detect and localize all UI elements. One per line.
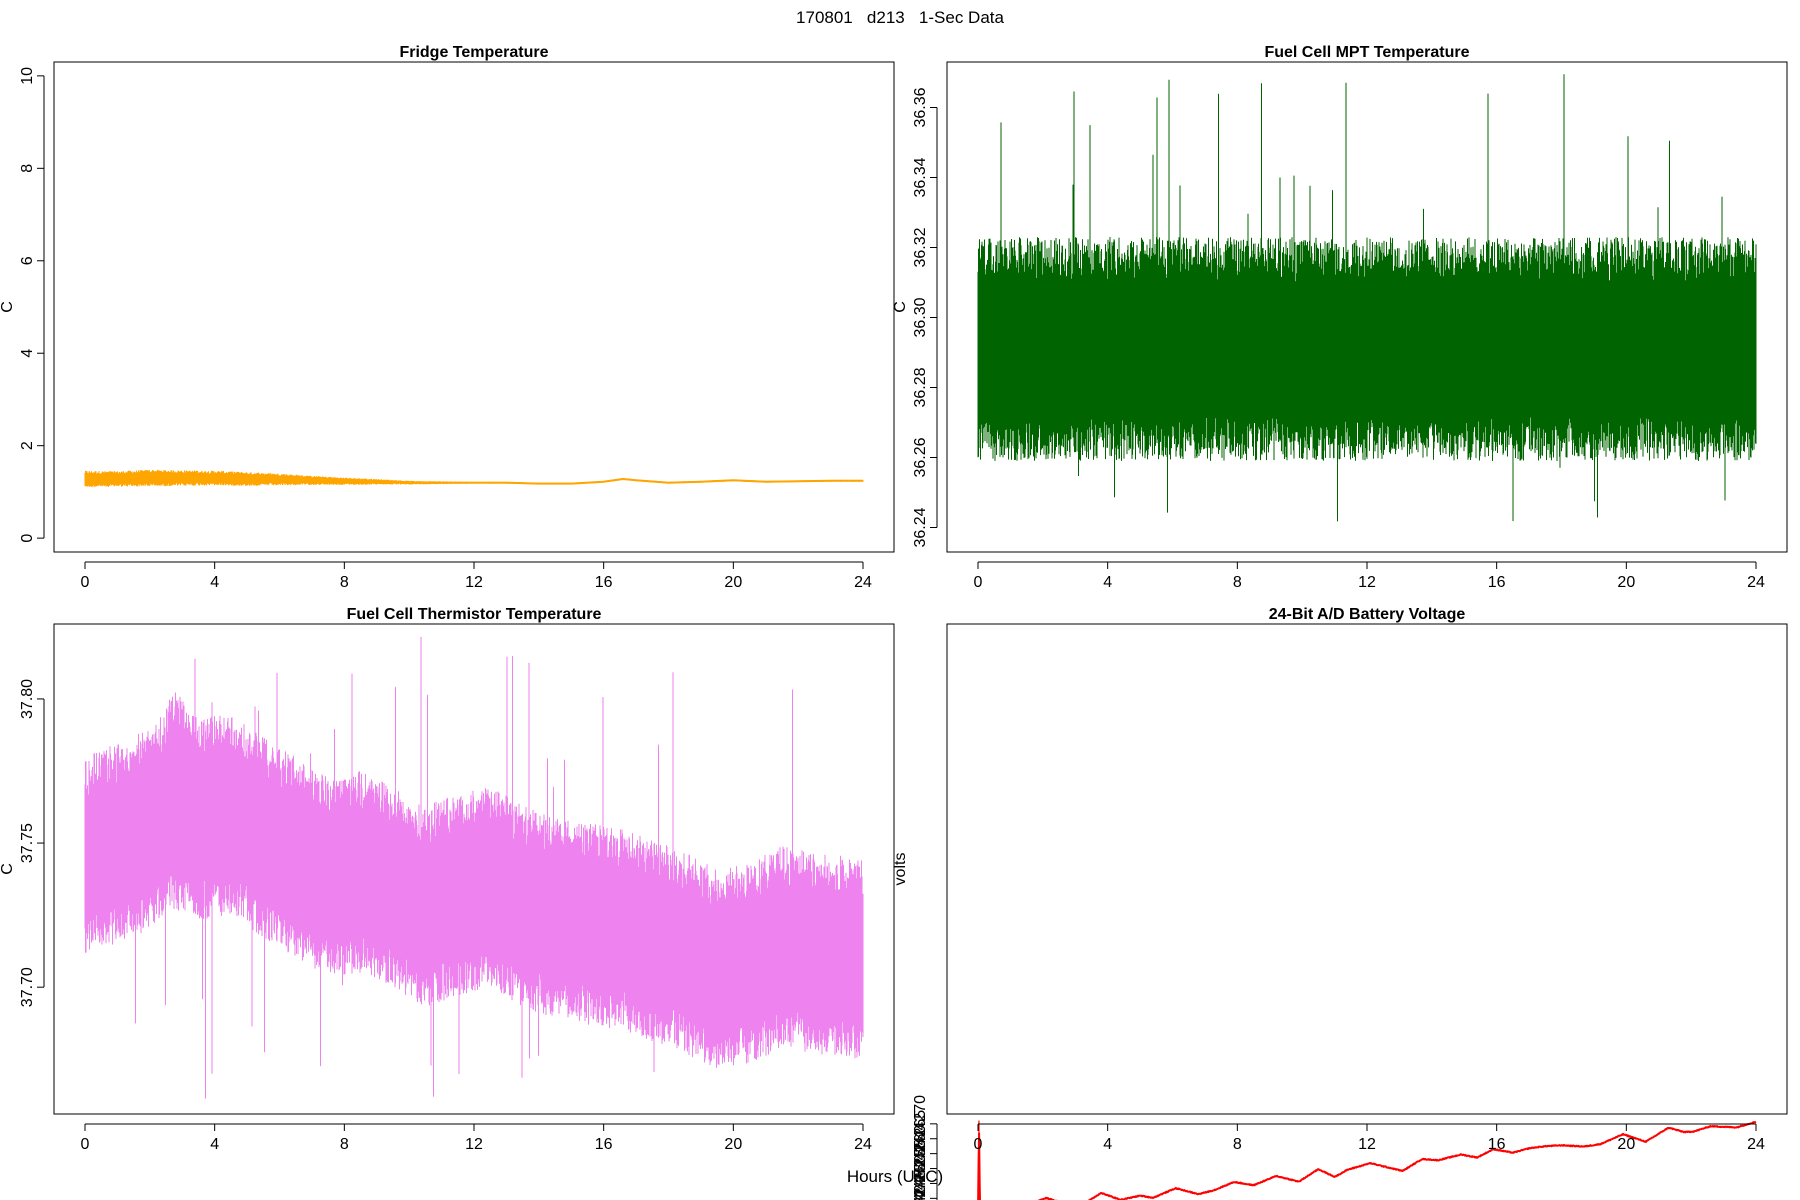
y-tick-label: 4: [19, 349, 36, 358]
x-tick-label: 12: [1358, 1136, 1376, 1153]
series-line: [84, 636, 864, 1099]
x-tick-label: 8: [340, 1136, 349, 1153]
chart-title: Fridge Temperature: [399, 44, 548, 61]
x-tick-label: 0: [974, 574, 983, 591]
x-tick-label: 0: [81, 574, 90, 591]
y-axis-label: C: [0, 301, 16, 313]
series-band: [84, 636, 864, 1099]
x-tick-label: 20: [724, 1136, 742, 1153]
x-tick-label: 12: [465, 1136, 483, 1153]
x-axis: 0 4 8 12 16 20 24: [81, 561, 872, 591]
y-axis: 36.24 36.26 36.28 36.30 36.32 36.34 36.36: [912, 87, 938, 548]
y-tick-label: 2.44255: [912, 1140, 929, 1198]
x-tick-label: 4: [1103, 574, 1112, 591]
y-tick-label: 8: [19, 164, 36, 173]
y-tick-label: 36.36: [912, 87, 929, 127]
x-tick-label: 8: [1233, 574, 1242, 591]
x-tick-label: 4: [210, 574, 219, 591]
plot-frame: [946, 623, 1788, 1115]
y-tick-label: 2.44245: [912, 1169, 929, 1200]
x-tick-label: 24: [1747, 574, 1765, 591]
x-axis: 0 4 8 12 16 20 24: [974, 1123, 1765, 1153]
page-title: 170801 d213 1-Sec Data: [796, 8, 1004, 27]
y-tick-label: 37.75: [19, 823, 36, 863]
x-tick-label: 20: [1617, 1136, 1635, 1153]
x-tick-label: 8: [340, 574, 349, 591]
y-axis: 2.442402.442452.442502.442552.442602.442…: [912, 1095, 938, 1200]
plot-frame: [53, 623, 895, 1115]
series-line: [84, 469, 864, 488]
x-tick-label: 8: [1233, 1136, 1242, 1153]
y-tick-label: 36.26: [912, 437, 929, 477]
y-tick-label: 36.28: [912, 367, 929, 407]
y-tick-label: 2.44250: [912, 1154, 929, 1200]
y-tick-label: 37.80: [19, 679, 36, 719]
y-axis: 0 2 4 6 8 10: [19, 67, 45, 543]
plot-frame: [53, 61, 895, 553]
y-axis-label: C: [892, 301, 909, 313]
x-tick-label: 16: [1488, 574, 1506, 591]
x-tick-label: 24: [854, 574, 872, 591]
panel-fuel-cell-mpt-temperature: Fuel Cell MPT Temperature C 0 4 8 12 16 20 24 36.…: [892, 44, 1788, 591]
y-tick-label: 2.44270: [912, 1095, 929, 1153]
panel-fuel-cell-thermistor-temperature: Fuel Cell Thermistor Temperature C 0 4 8 12 16…: [0, 606, 895, 1153]
x-tick-label: 0: [974, 1136, 983, 1153]
chart-title: Fuel Cell MPT Temperature: [1264, 44, 1469, 61]
y-axis-label: volts: [892, 853, 909, 886]
y-tick-label: 10: [19, 67, 36, 85]
x-tick-label: 20: [1617, 574, 1635, 591]
y-tick-label: 36.34: [912, 157, 929, 197]
x-tick-label: 24: [1747, 1136, 1765, 1153]
shared-x-axis-label: Hours (UTC): [847, 1167, 943, 1186]
y-axis-label: C: [0, 863, 16, 875]
x-tick-label: 4: [210, 1136, 219, 1153]
series-line: [977, 1120, 1757, 1200]
x-axis: 0 4 8 12 16 20 24: [81, 1123, 872, 1153]
series-center-line: [85, 477, 863, 485]
y-tick-label: 6: [19, 256, 36, 265]
x-tick-label: 16: [595, 574, 613, 591]
y-tick-label: 37.70: [19, 967, 36, 1007]
series-line: [977, 74, 1757, 522]
series-path: [977, 1121, 1757, 1200]
panel-battery-voltage: 24-Bit A/D Battery Voltage volts 0 4 8 12 16 20…: [892, 606, 1788, 1200]
y-tick-label: 2.44265: [912, 1110, 929, 1168]
x-tick-label: 12: [465, 574, 483, 591]
chart-title: Fuel Cell Thermistor Temperature: [347, 606, 602, 623]
chart-title: 24-Bit A/D Battery Voltage: [1269, 606, 1466, 623]
x-axis: 0 4 8 12 16 20 24: [974, 561, 1765, 591]
y-tick-label: 2: [19, 441, 36, 450]
x-tick-label: 16: [1488, 1136, 1506, 1153]
x-tick-label: 12: [1358, 574, 1376, 591]
y-tick-label: 36.32: [912, 227, 929, 267]
x-tick-label: 24: [854, 1136, 872, 1153]
y-tick-label: 36.30: [912, 297, 929, 337]
y-tick-label: 36.24: [912, 507, 929, 547]
series-center-line: [84, 798, 864, 971]
y-axis: 37.70 37.75 37.80: [19, 679, 45, 1007]
y-tick-label: 2.44240: [912, 1184, 929, 1200]
x-tick-label: 20: [724, 574, 742, 591]
plot-frame: [946, 61, 1788, 553]
y-tick-label: 0: [19, 534, 36, 543]
x-tick-label: 4: [1103, 1136, 1112, 1153]
series-band: [977, 74, 1757, 522]
y-tick-label: 2.44260: [912, 1125, 929, 1183]
x-tick-label: 0: [81, 1136, 90, 1153]
x-tick-label: 16: [595, 1136, 613, 1153]
